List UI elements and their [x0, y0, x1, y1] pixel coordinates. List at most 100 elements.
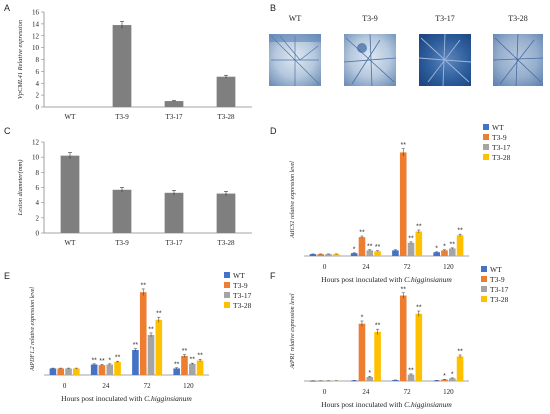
x-tick-label: 24	[362, 263, 370, 271]
bar-t3-9	[139, 292, 147, 375]
y-tick-label: 14	[32, 20, 40, 28]
legend-label: T3-17	[492, 143, 511, 152]
bar-t3-28	[456, 356, 464, 381]
bar-wt	[392, 250, 399, 256]
legend-label: T3-28	[490, 295, 509, 304]
significance-mark: **	[408, 367, 414, 374]
bar-t3-28	[196, 360, 204, 375]
legend-swatch-t3-9	[483, 134, 489, 140]
y-tick-label: 4	[36, 199, 40, 207]
bar-t3-17	[366, 250, 374, 256]
significance-mark: **	[190, 357, 196, 364]
significance-mark: **	[375, 244, 381, 251]
panel-letter-a: A	[4, 3, 10, 13]
legend-label: WT	[492, 123, 504, 132]
legend-swatch-wt	[224, 272, 230, 278]
significance-mark: **	[133, 342, 139, 349]
legend-swatch-t3-17	[483, 144, 489, 150]
panel-letter-d: D	[270, 126, 277, 136]
bar-t3-17	[325, 380, 332, 382]
x-tick-label: 0	[63, 382, 67, 390]
significance-mark: **	[197, 353, 203, 360]
significance-mark: **	[457, 349, 463, 356]
bar-wt	[132, 350, 139, 375]
x-tick-label: WT	[65, 239, 77, 247]
bar-t3-28	[155, 319, 163, 375]
bar-t3-9	[57, 368, 65, 375]
bar-t3-9	[98, 365, 106, 375]
x-tick-label: 24	[102, 382, 110, 390]
bar-t3-28	[333, 254, 340, 256]
significance-mark: **	[416, 305, 422, 312]
y-tick-label: 0	[36, 230, 40, 238]
y-tick-label: 12	[32, 139, 40, 147]
x-tick-label: 72	[404, 263, 412, 271]
legend-label: WT	[490, 265, 502, 274]
bar-t3-28	[415, 231, 423, 256]
legend-swatch-wt	[483, 124, 489, 130]
legend-label: T3-17	[490, 285, 509, 294]
legend-swatch-t3-9	[224, 282, 230, 288]
bar-t3-28	[333, 380, 340, 382]
bar-t3-17	[65, 368, 72, 375]
significance-mark: **	[367, 243, 373, 250]
significance-mark: **	[148, 326, 154, 333]
y-tick-label: 16	[32, 9, 40, 17]
bar-wt	[350, 380, 358, 382]
bar-wt	[433, 252, 440, 256]
bar-t3-9	[399, 295, 407, 381]
bar-t3-17	[325, 254, 332, 256]
x-tick-label: 120	[443, 263, 454, 271]
significance-mark: **	[400, 286, 406, 293]
legend-swatch-wt	[481, 266, 487, 272]
x-axis-label: Hours post inoculated with C.higginsianu…	[321, 400, 452, 409]
y-tick-label: 6	[36, 68, 40, 76]
legend-swatch-t3-9	[481, 276, 487, 282]
legend-label: WT	[233, 271, 245, 280]
panel-letter-e: E	[4, 271, 10, 281]
bar-wt	[309, 254, 317, 256]
bar-t3-9	[317, 380, 325, 382]
significance-mark: **	[115, 355, 121, 362]
y-tick-label: 10	[32, 154, 40, 162]
significance-mark: **	[174, 361, 180, 368]
legend-label: T3-9	[233, 281, 248, 290]
bar	[216, 76, 236, 107]
significance-mark: **	[359, 230, 365, 237]
bar-wt	[49, 368, 57, 375]
y-axis-label: AtPDF1.2 relative expression level	[30, 287, 36, 372]
bar-t3-9	[317, 254, 325, 256]
photo-label-t3-17: T3-17	[435, 14, 455, 23]
y-axis-label: AtPR1 relative expression level	[290, 293, 296, 369]
bar-t3-17	[448, 378, 456, 381]
legend-label: T3-17	[233, 291, 252, 300]
bar	[164, 101, 184, 107]
bar-t3-9	[441, 250, 448, 256]
bar-t3-17	[188, 363, 196, 375]
x-tick-label: 24	[362, 388, 370, 396]
bar-t3-17	[366, 377, 374, 381]
bar-t3-9	[441, 379, 448, 381]
bar	[216, 193, 236, 233]
x-tick-label: 120	[443, 388, 454, 396]
x-tick-label: 72	[404, 388, 412, 396]
y-tick-label: 6	[36, 184, 40, 192]
x-axis-label: Hours post inoculated with C.higginsianu…	[61, 394, 192, 403]
x-tick-label: T3-9	[115, 239, 129, 247]
bar	[60, 155, 80, 233]
bar	[164, 192, 184, 233]
significance-mark: *	[108, 357, 111, 364]
legend-label: T3-28	[492, 153, 511, 162]
y-axis-label: AtICS1 relative expression level	[290, 161, 296, 239]
y-tick-label: 12	[32, 32, 40, 40]
bar-t3-9	[358, 323, 366, 381]
y-tick-label: 2	[36, 92, 40, 100]
y-axis-label: Lesion diameter(mm)	[17, 160, 24, 217]
legend-swatch-t3-28	[483, 154, 489, 160]
significance-mark: *	[368, 370, 371, 377]
x-axis-label: Hours post inoculated with C.higginsianu…	[321, 275, 452, 284]
x-tick-label: 72	[144, 382, 152, 390]
y-axis-label: VpCML41 Relative expression	[17, 20, 24, 99]
